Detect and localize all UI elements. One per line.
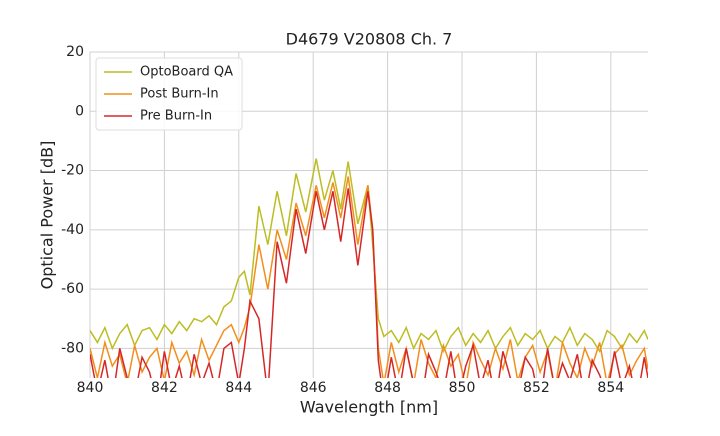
y-tick-label: -60 [61, 281, 84, 297]
series-line [90, 188, 648, 378]
legend-label: OptoBoard QA [140, 65, 233, 80]
y-tick-label: -80 [61, 340, 84, 356]
legend: OptoBoard QA Post Burn-In Pre Burn-In [95, 57, 243, 131]
lines [90, 158, 648, 378]
chart-title: D4679 V20808 Ch. 7 [286, 30, 453, 49]
x-tick-label: 840 [77, 380, 104, 396]
x-tick-label: 842 [151, 380, 178, 396]
legend-label: Post Burn-In [140, 87, 219, 102]
legend-box [95, 57, 243, 131]
series-line [90, 158, 648, 354]
y-tick-label: -40 [61, 222, 84, 238]
x-tick-label: 844 [225, 380, 252, 396]
y-tick-label: 0 [75, 103, 84, 119]
x-tick-label: 850 [449, 380, 476, 396]
x-tick-label: 854 [597, 380, 624, 396]
y-tick-label: -20 [61, 163, 84, 179]
y-tick-label: 20 [66, 44, 84, 60]
x-axis-label: Wavelength [nm] [300, 398, 438, 417]
x-tick-label: 848 [374, 380, 401, 396]
legend-label: Pre Burn-In [140, 109, 212, 124]
x-tick-label: 846 [300, 380, 327, 396]
y-axis-label: Optical Power [dB] [38, 141, 57, 290]
x-tick-label: 852 [523, 380, 550, 396]
